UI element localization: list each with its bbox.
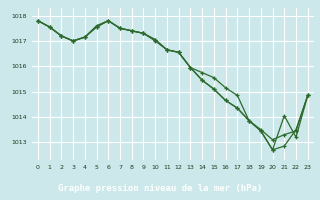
Text: Graphe pression niveau de la mer (hPa): Graphe pression niveau de la mer (hPa): [58, 184, 262, 193]
